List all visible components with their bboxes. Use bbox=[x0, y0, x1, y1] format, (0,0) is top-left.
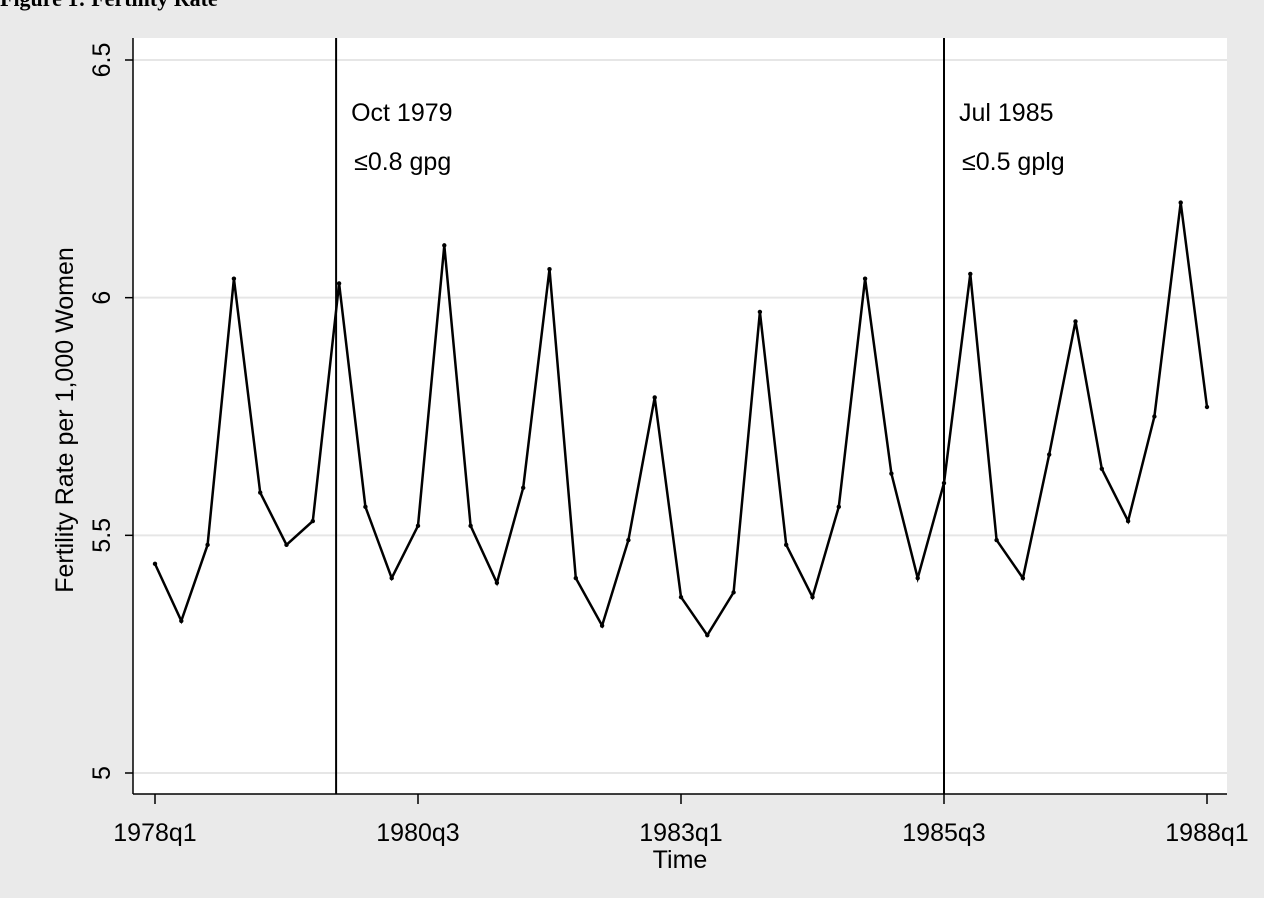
y-axis-title: Fertility Rate per 1,000 Women bbox=[51, 247, 79, 593]
data-point bbox=[810, 594, 815, 600]
data-point bbox=[494, 580, 500, 586]
data-point bbox=[757, 309, 763, 315]
figure-caption: Figure 1: Fertility Rate bbox=[0, 0, 218, 12]
x-tick-label: 1983q1 bbox=[639, 819, 722, 847]
data-point bbox=[599, 623, 605, 628]
vertical-reference-lines: Oct 1979 ≤0.8 gpg Jul 1985 ≤0.5 gplg bbox=[335, 38, 1065, 794]
x-tick-label: 1980q3 bbox=[376, 819, 459, 847]
vline-label-line1: Oct 1979 bbox=[351, 99, 452, 127]
plot-area bbox=[133, 38, 1227, 794]
data-point bbox=[389, 575, 394, 581]
data-point bbox=[731, 590, 736, 595]
x-tick-label: 1978q1 bbox=[113, 819, 196, 847]
y-ticks: 5 5.5 6 6.5 bbox=[88, 43, 133, 780]
data-point bbox=[547, 266, 552, 272]
y-tick-label: 6 bbox=[88, 291, 116, 305]
data-point bbox=[889, 471, 894, 476]
data-point bbox=[1099, 466, 1105, 471]
vline-label-line2: ≤0.5 gplg bbox=[962, 148, 1065, 176]
data-point bbox=[1178, 200, 1183, 205]
vline-label-line1: Jul 1985 bbox=[959, 99, 1054, 127]
data-point bbox=[468, 523, 473, 529]
data-point bbox=[152, 561, 158, 567]
data-point bbox=[705, 632, 710, 638]
gridlines bbox=[133, 59, 1227, 774]
data-point bbox=[284, 542, 289, 548]
data-point bbox=[231, 276, 237, 281]
vline-label-line2: ≤0.8 gpg bbox=[354, 148, 451, 176]
data-point bbox=[862, 276, 868, 281]
data-point bbox=[915, 575, 920, 581]
data-point bbox=[652, 395, 657, 400]
data-point bbox=[258, 490, 263, 495]
data-point bbox=[1020, 575, 1026, 581]
y-tick-label: 6.5 bbox=[88, 43, 116, 78]
data-point bbox=[941, 480, 947, 486]
x-tick-label: 1988q1 bbox=[1165, 819, 1248, 847]
data-point bbox=[626, 537, 631, 543]
axes bbox=[132, 38, 1227, 795]
y-tick-label: 5 bbox=[88, 766, 116, 780]
data-point bbox=[1125, 518, 1131, 524]
series-fertility-rate bbox=[152, 200, 1210, 638]
data-point bbox=[573, 575, 578, 581]
data-point bbox=[1047, 452, 1052, 457]
data-point bbox=[205, 542, 210, 548]
data-point bbox=[336, 281, 342, 286]
x-ticks: 1978q1 1980q3 1983q1 1985q3 1988q1 bbox=[113, 794, 1249, 847]
data-point bbox=[994, 537, 999, 543]
data-point bbox=[179, 618, 184, 624]
data-point bbox=[310, 518, 315, 524]
data-point bbox=[678, 594, 684, 600]
data-point bbox=[363, 504, 368, 510]
data-point bbox=[836, 504, 841, 510]
data-point bbox=[521, 485, 526, 490]
data-point bbox=[1152, 414, 1157, 419]
x-axis-title: Time bbox=[653, 846, 708, 874]
data-point bbox=[1073, 319, 1078, 324]
data-point bbox=[415, 523, 421, 529]
x-tick-label: 1985q3 bbox=[902, 819, 985, 847]
y-tick-label: 5.5 bbox=[88, 518, 116, 553]
data-point bbox=[442, 243, 447, 248]
data-point bbox=[1204, 404, 1210, 410]
data-point bbox=[784, 542, 789, 548]
data-point bbox=[968, 271, 973, 277]
